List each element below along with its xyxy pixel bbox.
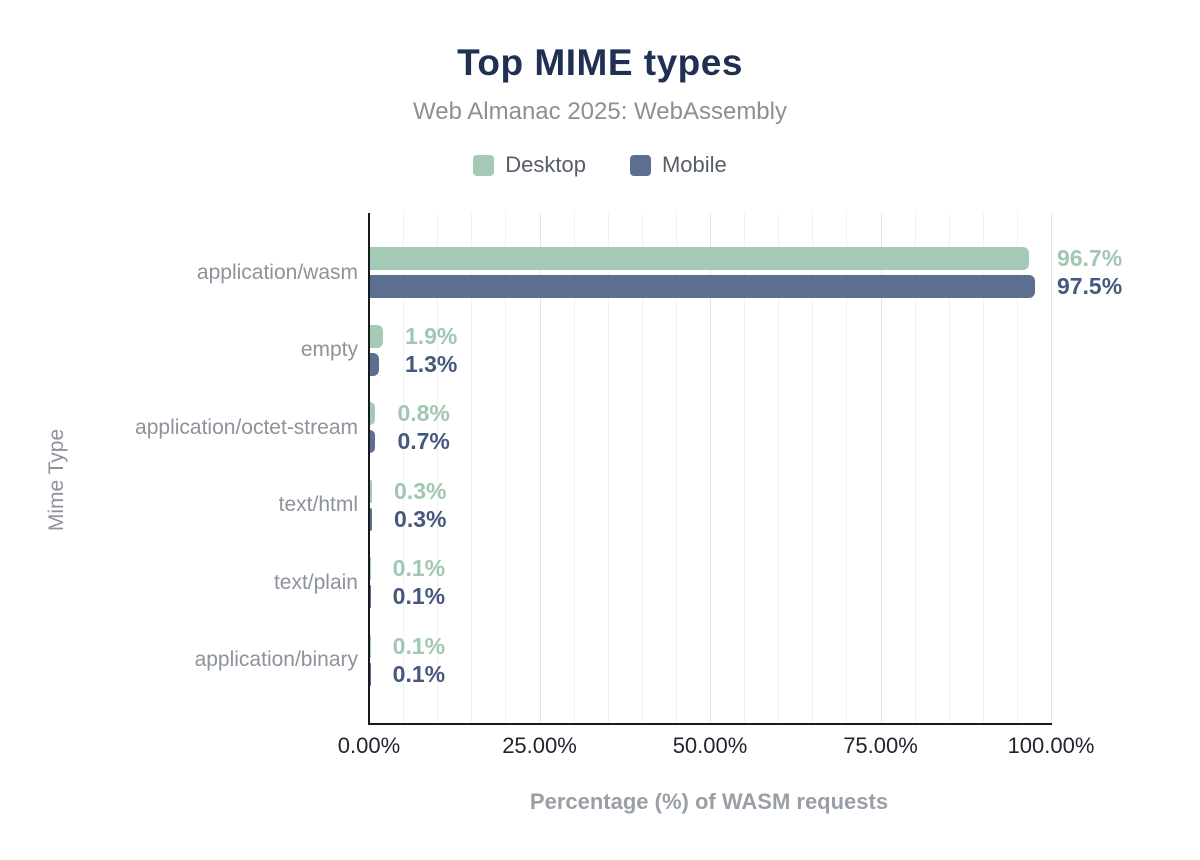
gridline <box>1016 213 1018 723</box>
value-labels: 0.1% 0.1% <box>392 632 446 687</box>
legend-item-desktop: Desktop <box>473 152 586 178</box>
value-label-mobile: 97.5% <box>1056 273 1123 299</box>
value-label-desktop: 0.1% <box>392 555 446 581</box>
legend-item-mobile: Mobile <box>629 152 727 178</box>
gridline <box>505 213 507 723</box>
value-label-mobile: 0.1% <box>392 583 446 609</box>
value-label-desktop: 96.7% <box>1056 245 1123 271</box>
gridline <box>812 213 814 723</box>
bar-desktop <box>370 324 383 348</box>
bar-mobile <box>370 662 371 686</box>
chart-subtitle: Web Almanac 2025: WebAssembly <box>413 98 787 125</box>
bar-group: text/html 0.3% 0.3% <box>279 477 1052 532</box>
value-label-mobile: 0.3% <box>394 505 447 532</box>
value-label-mobile: 1.3% <box>404 350 458 377</box>
bar-desktop <box>370 634 371 658</box>
gridline <box>846 213 848 723</box>
bar-desktop <box>370 557 371 580</box>
bar-mobile <box>370 507 373 531</box>
bar-mobile <box>370 275 1035 298</box>
bar-mobile <box>370 352 379 376</box>
value-label-mobile: 0.1% <box>392 660 446 687</box>
gridline <box>1051 213 1052 723</box>
category-label: application/wasm <box>196 260 358 284</box>
value-labels: 1.9% 1.3% <box>404 322 458 377</box>
value-labels: 0.8% 0.7% <box>397 401 449 454</box>
legend-label: Mobile <box>661 152 727 177</box>
gridline <box>471 213 473 723</box>
gridline <box>982 213 984 723</box>
legend: Desktop Mobile <box>0 152 1200 178</box>
gridline <box>437 213 439 723</box>
value-labels: 96.7% 97.5% <box>1057 246 1122 299</box>
gridline <box>675 213 677 723</box>
gridline <box>880 213 882 723</box>
x-axis-tick-label: 25.00% <box>502 733 577 758</box>
value-label-desktop: 0.8% <box>397 400 450 426</box>
category-label: application/binary <box>194 648 358 671</box>
x-axis-tick-label: 50.00% <box>672 733 748 758</box>
chart-title: Top MIME types <box>457 42 743 83</box>
bar-desktop <box>370 479 373 503</box>
bar-desktop <box>370 247 1030 270</box>
value-label-desktop: 0.1% <box>392 632 446 659</box>
x-axis-tick-label: 0.00% <box>337 733 401 758</box>
legend-swatch-mobile <box>629 154 651 176</box>
category-label: text/html <box>278 493 358 516</box>
bar-group: application/binary 0.1% 0.1% <box>195 632 1052 687</box>
category-label: empty <box>300 338 358 361</box>
gridline <box>778 213 780 723</box>
gridline <box>710 213 711 723</box>
bar-mobile <box>370 430 375 453</box>
bar-mobile <box>370 585 371 608</box>
plot-area: application/wasm 96.7% 97.5% empty 1.9% 1.3% a… <box>135 213 1122 725</box>
category-label: text/plain <box>273 570 358 594</box>
y-axis-title: Mime Type <box>45 428 68 532</box>
gridline <box>914 213 916 723</box>
value-label-desktop: 0.3% <box>394 477 447 504</box>
bar-group: text/plain 0.1% 0.1% <box>274 556 1052 609</box>
bar-group: application/wasm 96.7% 97.5% <box>197 246 1122 299</box>
category-label: application/octet-stream <box>135 415 358 439</box>
gridline <box>948 213 950 723</box>
gridline <box>573 213 575 723</box>
value-labels: 0.1% 0.1% <box>393 556 445 609</box>
bar-desktop <box>370 402 376 425</box>
gridline <box>744 213 746 723</box>
bar-group: empty 1.9% 1.3% <box>301 322 1052 377</box>
gridline <box>539 213 541 723</box>
legend-label: Desktop <box>505 152 586 177</box>
value-label-mobile: 0.7% <box>397 428 450 454</box>
gridline <box>403 213 405 723</box>
value-label-desktop: 1.9% <box>404 322 458 349</box>
gridline <box>607 213 609 723</box>
bar-group: application/octet-stream 0.8% 0.7% <box>135 401 1052 454</box>
gridline <box>641 213 643 723</box>
x-axis-title: Percentage (%) of WASM requests <box>529 789 889 814</box>
x-axis-tick-label: 75.00% <box>843 733 918 758</box>
x-axis-tick-label: 100.00% <box>1007 733 1095 758</box>
legend-swatch-desktop <box>473 154 495 176</box>
value-labels: 0.3% 0.3% <box>394 477 447 532</box>
